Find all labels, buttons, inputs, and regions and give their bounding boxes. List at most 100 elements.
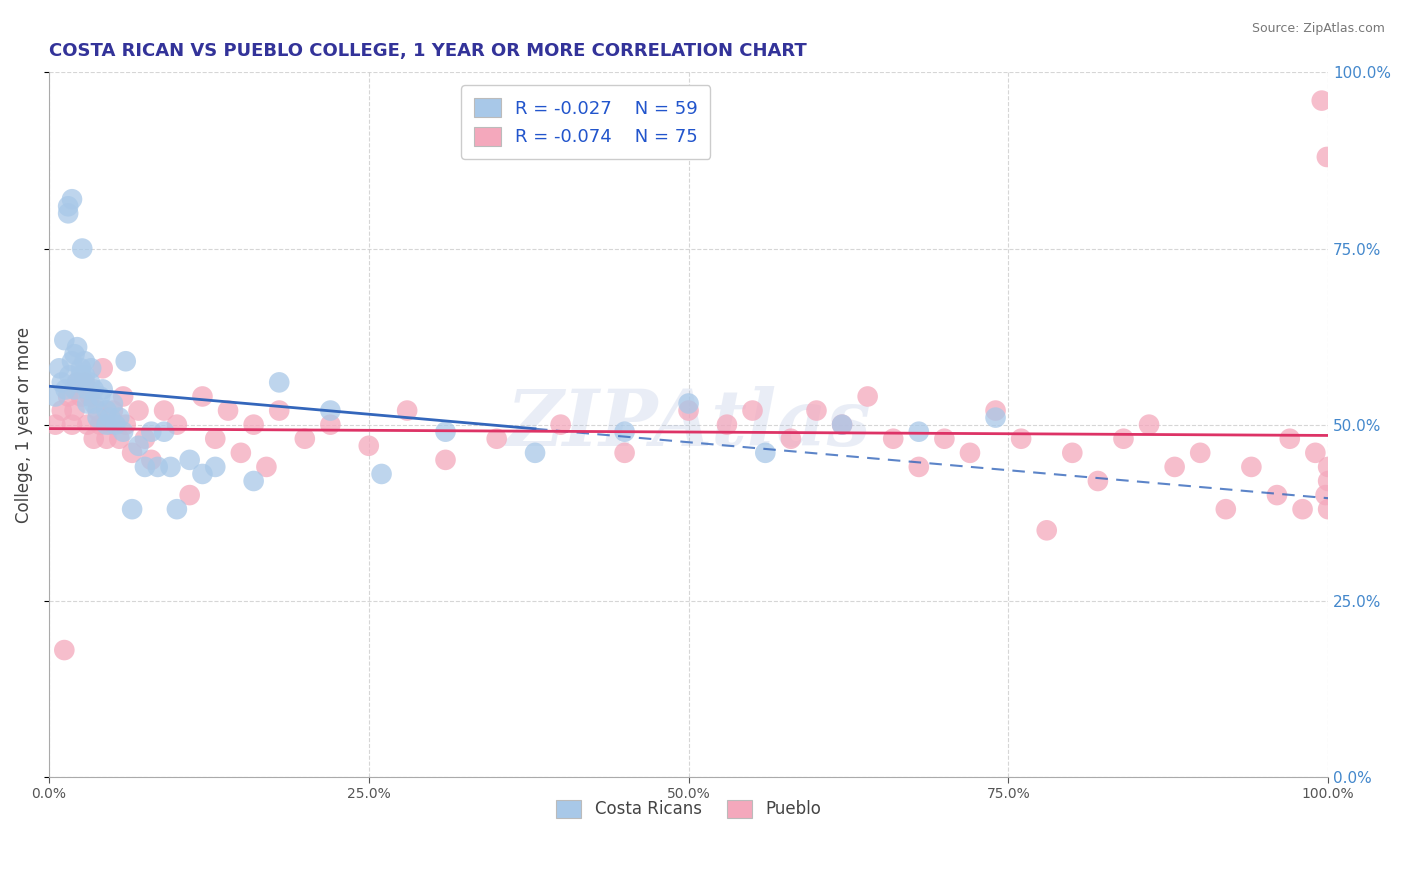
- Point: [1010, 432, 1032, 446]
- Point: [108, 410, 131, 425]
- Point: [984, 403, 1007, 417]
- Text: Source: ZipAtlas.com: Source: ZipAtlas.com: [1251, 22, 1385, 36]
- Point: [485, 432, 508, 446]
- Point: [166, 502, 188, 516]
- Point: [83, 383, 105, 397]
- Point: [166, 417, 188, 432]
- Point: [79, 376, 101, 390]
- Point: [319, 417, 342, 432]
- Point: [1291, 502, 1313, 516]
- Point: [70, 368, 93, 383]
- Point: [1240, 459, 1263, 474]
- Point: [269, 376, 291, 390]
- Point: [128, 439, 150, 453]
- Point: [89, 389, 111, 403]
- Point: [91, 361, 114, 376]
- Point: [254, 459, 277, 474]
- Point: [44, 389, 66, 403]
- Point: [613, 425, 636, 439]
- Point: [51, 403, 73, 417]
- Point: [191, 467, 214, 481]
- Point: [128, 403, 150, 417]
- Point: [58, 368, 80, 383]
- Point: [716, 417, 738, 432]
- Point: [1163, 459, 1185, 474]
- Point: [1310, 94, 1333, 108]
- Point: [114, 354, 136, 368]
- Point: [108, 432, 131, 446]
- Point: [96, 417, 118, 432]
- Point: [370, 467, 392, 481]
- Point: [179, 488, 201, 502]
- Point: [112, 425, 135, 439]
- Y-axis label: College, 1 year or more: College, 1 year or more: [15, 326, 32, 523]
- Point: [48, 361, 70, 376]
- Point: [1112, 432, 1135, 446]
- Point: [294, 432, 316, 446]
- Point: [121, 502, 143, 516]
- Point: [1265, 488, 1288, 502]
- Point: [96, 403, 118, 417]
- Point: [101, 403, 124, 417]
- Legend: Costa Ricans, Pueblo: Costa Ricans, Pueblo: [550, 793, 828, 825]
- Point: [1087, 474, 1109, 488]
- Point: [76, 417, 98, 432]
- Point: [141, 453, 163, 467]
- Point: [357, 439, 380, 453]
- Text: ZIPAtlas: ZIPAtlas: [506, 386, 870, 463]
- Point: [1137, 417, 1160, 432]
- Point: [60, 354, 83, 368]
- Point: [44, 417, 66, 432]
- Point: [907, 425, 929, 439]
- Point: [91, 383, 114, 397]
- Point: [217, 403, 239, 417]
- Point: [55, 383, 77, 397]
- Point: [112, 389, 135, 403]
- Point: [63, 347, 86, 361]
- Point: [959, 446, 981, 460]
- Point: [83, 396, 105, 410]
- Point: [101, 396, 124, 410]
- Point: [159, 459, 181, 474]
- Point: [76, 396, 98, 410]
- Point: [191, 389, 214, 403]
- Point: [1305, 446, 1327, 460]
- Point: [678, 396, 700, 410]
- Point: [80, 361, 103, 376]
- Point: [76, 383, 98, 397]
- Point: [179, 453, 201, 467]
- Point: [56, 199, 79, 213]
- Point: [56, 389, 79, 403]
- Point: [242, 474, 264, 488]
- Point: [60, 417, 83, 432]
- Point: [114, 417, 136, 432]
- Point: [229, 446, 252, 460]
- Point: [1315, 488, 1337, 502]
- Point: [831, 417, 853, 432]
- Point: [754, 446, 776, 460]
- Point: [1035, 524, 1057, 538]
- Point: [63, 403, 86, 417]
- Point: [741, 403, 763, 417]
- Point: [613, 446, 636, 460]
- Point: [121, 446, 143, 460]
- Point: [1317, 459, 1340, 474]
- Point: [856, 389, 879, 403]
- Text: COSTA RICAN VS PUEBLO COLLEGE, 1 YEAR OR MORE CORRELATION CHART: COSTA RICAN VS PUEBLO COLLEGE, 1 YEAR OR…: [49, 42, 807, 60]
- Point: [153, 403, 176, 417]
- Point: [831, 417, 853, 432]
- Point: [319, 403, 342, 417]
- Point: [89, 417, 111, 432]
- Point: [396, 403, 419, 417]
- Point: [524, 446, 547, 460]
- Point: [1317, 502, 1340, 516]
- Point: [53, 333, 76, 347]
- Point: [242, 417, 264, 432]
- Point: [73, 376, 96, 390]
- Point: [780, 432, 803, 446]
- Point: [1189, 446, 1212, 460]
- Point: [434, 425, 457, 439]
- Point: [79, 389, 101, 403]
- Point: [100, 410, 122, 425]
- Point: [53, 643, 76, 657]
